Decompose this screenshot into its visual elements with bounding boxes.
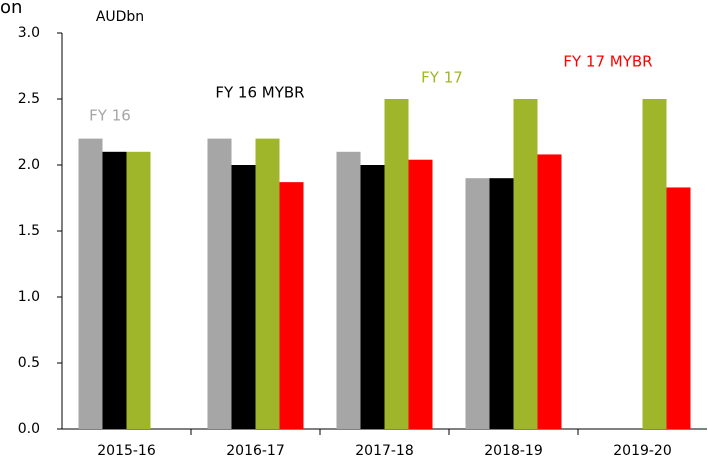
bar xyxy=(78,138,103,429)
y-tick-label: 1.0 xyxy=(18,289,40,305)
x-tick-label: 2015-16 xyxy=(97,443,156,459)
unit-label: AUDbn xyxy=(96,9,144,25)
bar xyxy=(408,159,433,429)
bar xyxy=(231,165,256,429)
y-tick-label: 2.5 xyxy=(18,91,40,107)
bar xyxy=(102,151,127,430)
x-tick-label: 2018-19 xyxy=(484,443,543,459)
legend-label: FY 16 MYBR xyxy=(215,84,304,102)
bar xyxy=(465,178,490,429)
y-tick-label: 2.0 xyxy=(18,157,40,173)
bar xyxy=(360,165,385,429)
bar xyxy=(336,151,361,430)
bar xyxy=(126,151,151,430)
bar xyxy=(279,182,304,429)
y-tick-label: 0.0 xyxy=(18,421,40,437)
bar xyxy=(489,178,514,429)
bar xyxy=(537,154,562,429)
y-tick-label: 1.5 xyxy=(18,223,40,239)
bar xyxy=(384,99,409,429)
bar xyxy=(666,187,691,429)
bar xyxy=(207,138,232,429)
bar xyxy=(642,99,667,429)
y-tick-label: 3.0 xyxy=(18,25,40,41)
legend-label: FY 16 xyxy=(89,107,131,125)
corner-text: on xyxy=(0,0,22,18)
x-tick-label: 2017-18 xyxy=(355,443,414,459)
y-tick-label: 0.5 xyxy=(18,355,40,371)
bar xyxy=(255,138,280,429)
x-tick-label: 2016-17 xyxy=(226,443,285,459)
x-tick-label: 2019-20 xyxy=(613,443,672,459)
legend-label: FY 17 xyxy=(421,69,463,87)
bar xyxy=(513,99,538,429)
legend-label: FY 17 MYBR xyxy=(563,53,652,71)
